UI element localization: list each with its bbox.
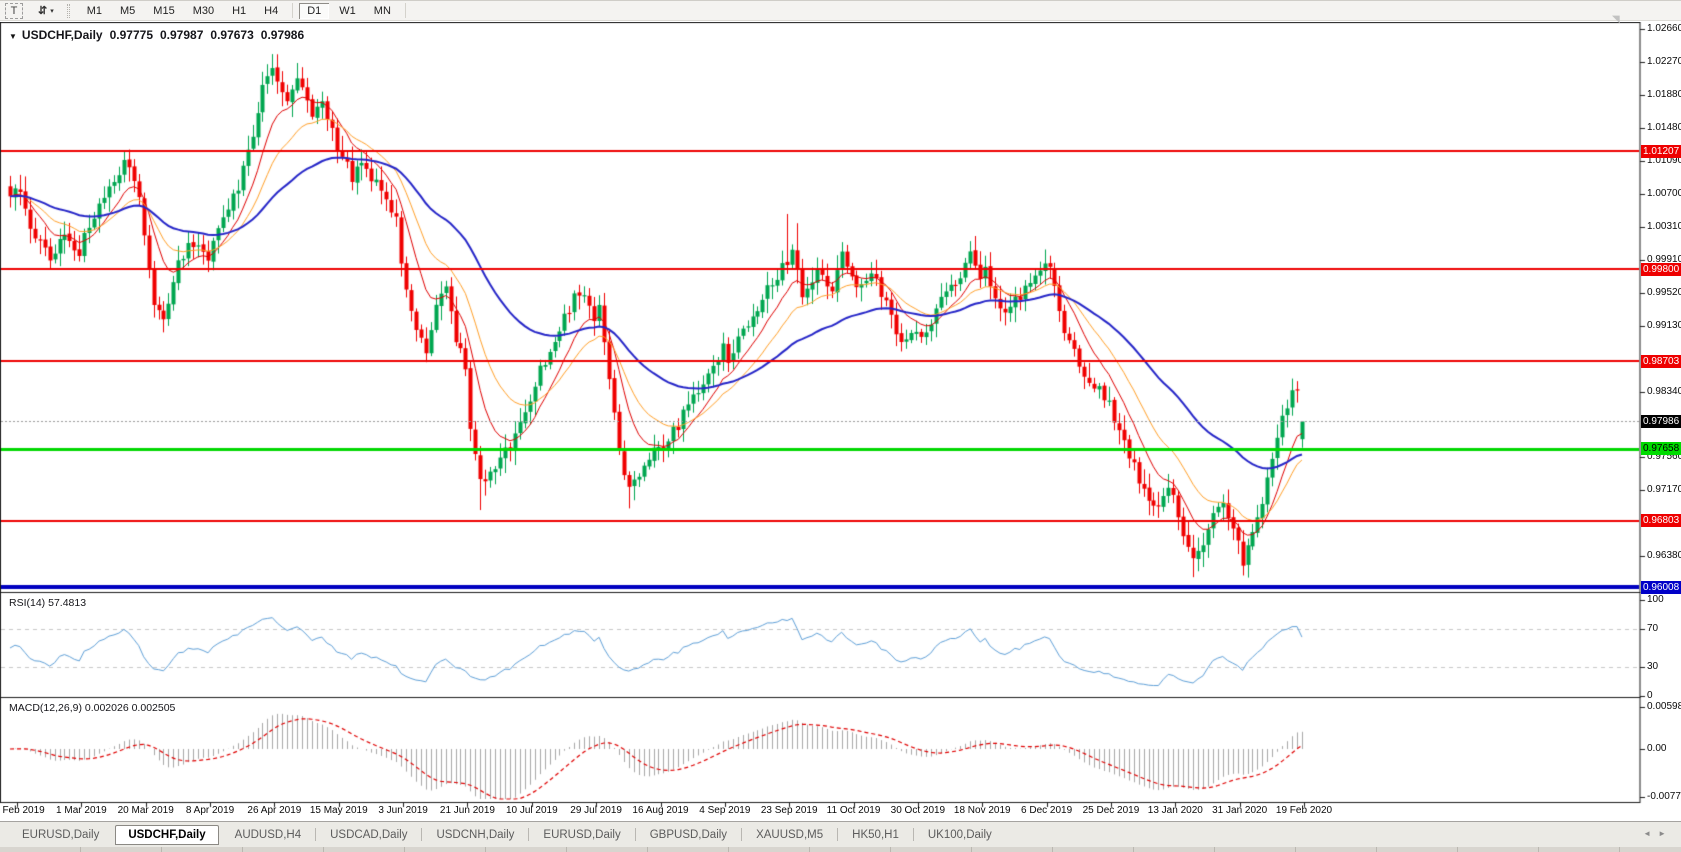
tab-scroll-right-icon[interactable]: ► — [1658, 829, 1673, 838]
ohlc-high: 0.97987 — [160, 28, 204, 42]
candlestick-chart[interactable] — [0, 22, 1681, 821]
price-badge-0.97986: 0.97986 — [1641, 414, 1681, 428]
toolbar-grip[interactable] — [66, 3, 70, 18]
date-tick-label: 26 Apr 2019 — [247, 805, 302, 816]
timeframe-button-h1[interactable]: H1 — [232, 4, 247, 17]
macd-name: MACD(12,26,9) — [9, 702, 82, 714]
chart-tab-usdcad-daily[interactable]: USDCAD,Daily — [330, 829, 408, 841]
timeframe-button-w1[interactable]: W1 — [339, 4, 356, 17]
price-tick-label: 1.02660 — [1647, 23, 1681, 35]
price-badge-0.98703: 0.98703 — [1641, 354, 1681, 368]
chart-title: ▼ USDCHF,Daily 0.97775 0.97987 0.97673 0.9798… — [9, 28, 304, 42]
date-tick-label: 21 Jun 2019 — [439, 805, 495, 816]
price-tick-label: 0.99910 — [1647, 254, 1681, 266]
price-tick-label: 0.97560 — [1647, 451, 1681, 463]
date-tick-label: 20 Mar 2019 — [117, 805, 174, 816]
macd-tick-label: 0.00 — [1647, 743, 1667, 754]
rsi-tick-label: 70 — [1647, 622, 1659, 634]
price-badge-1.01207: 1.01207 — [1641, 144, 1681, 158]
date-tick-label: 11 Oct 2019 — [826, 805, 881, 816]
scroll-to-end-marker[interactable]: ◥ — [1612, 14, 1620, 25]
timeframe-button-d1[interactable]: D1 — [299, 2, 330, 19]
date-tick-label: 23 Sep 2019 — [760, 805, 818, 816]
date-tick-label: 18 Nov 2019 — [953, 805, 1011, 816]
price-badge-0.97658: 0.97658 — [1641, 442, 1681, 456]
timeframe-button-h4[interactable]: H4 — [264, 4, 279, 17]
rsi-indicator-label: RSI(14) 57.4813 — [9, 597, 86, 609]
rsi-tick-label: 100 — [1647, 594, 1664, 605]
ohlc-low: 0.97673 — [210, 28, 254, 42]
date-tick-label: 4 Sep 2019 — [699, 805, 751, 816]
rsi-value: 57.4813 — [48, 597, 87, 609]
macd-tick-label: -0.007731 — [1647, 791, 1681, 802]
chart-tab-usdchf-daily[interactable]: USDCHF,Daily — [115, 824, 219, 845]
date-tick-label: 1 Mar 2019 — [56, 805, 107, 816]
price-tick-label: 1.01090 — [1647, 155, 1681, 167]
rsi-name: RSI(14) — [9, 597, 46, 609]
chart-tab-eurusd-daily[interactable]: EURUSD,Daily — [22, 829, 100, 841]
price-tick-label: 0.99130 — [1647, 319, 1681, 331]
ohlc-close: 0.97986 — [260, 28, 305, 42]
chart-tab-xauusd-m5[interactable]: XAUUSD,M5 — [756, 829, 824, 841]
price-tick-label: 0.96380 — [1647, 550, 1681, 562]
price-tick-label: 1.00700 — [1647, 187, 1681, 199]
date-tick-label: 29 Jul 2019 — [570, 805, 622, 816]
chart-tab-gbpusd-daily[interactable]: GBPUSD,Daily — [649, 829, 728, 841]
symbol-label: USDCHF,Daily — [21, 28, 103, 42]
macd-signal-value: 0.002505 — [131, 702, 176, 714]
macd-indicator-label: MACD(12,26,9) 0.002026 0.002505 — [9, 702, 175, 714]
date-tick-label: 25 Dec 2019 — [1082, 805, 1140, 816]
main-toolbar: T ⇵ ▾ M1 M5 M15 M30 H1 H4 D1 W1 MN — [0, 1, 1681, 21]
macd-main-value: 0.002026 — [84, 702, 129, 714]
date-tick-label: 16 Aug 2019 — [632, 805, 689, 816]
date-tick-label: 10 Jul 2019 — [505, 805, 558, 816]
text-tool-button[interactable]: T — [5, 2, 23, 19]
chart-tab-usdcnh-daily[interactable]: USDCNH,Daily — [436, 829, 515, 841]
price-tick-label: 1.01880 — [1647, 88, 1681, 100]
price-tick-label: 1.00310 — [1647, 220, 1681, 232]
rsi-tick-label: 30 — [1647, 661, 1659, 673]
chart-tab-eurusd-daily[interactable]: EURUSD,Daily — [543, 829, 621, 841]
tab-scroll-left-icon[interactable]: ◄ — [1643, 829, 1659, 838]
timeframe-button-m5[interactable]: M5 — [120, 4, 136, 17]
date-tick-label: 8 Apr 2019 — [185, 805, 235, 816]
chart-tab-uk100-daily[interactable]: UK100,Daily — [927, 829, 992, 841]
timeframe-button-m1[interactable]: M1 — [86, 4, 103, 17]
rsi-tick-label: 0 — [1647, 690, 1653, 701]
timeframe-button-group: M1 M5 M15 M30 H1 H4 D1 W1 MN — [78, 2, 411, 19]
date-tick-label: 19 Feb 2020 — [1275, 805, 1333, 816]
date-tick-label: 30 Oct 2019 — [890, 805, 946, 816]
price-badge-0.99800: 0.99800 — [1641, 262, 1681, 276]
date-tick-label: 31 Jan 2020 — [1212, 805, 1268, 816]
price-tick-label: 0.99520 — [1647, 286, 1681, 298]
date-tick-label: 15 May 2019 — [309, 805, 368, 816]
chart-tab-hk50-h1[interactable]: HK50,H1 — [852, 829, 899, 841]
date-tick-label: 3 Jun 2019 — [378, 805, 428, 816]
date-tick-label: 13 Jan 2020 — [1147, 805, 1203, 816]
chart-tabs: EURUSD,Daily USDCHF,Daily AUDUSD,H4 USDCAD,… — [8, 824, 1006, 845]
price-tick-label: 0.98340 — [1647, 385, 1681, 397]
status-strip — [0, 847, 1681, 852]
timeframe-button-m15[interactable]: M15 — [153, 4, 175, 17]
symbol-dropdown-icon[interactable]: ▼ — [9, 32, 17, 41]
price-tick-label: 1.02270 — [1647, 56, 1681, 68]
date-tick-label: 11 Feb 2019 — [0, 805, 45, 816]
sort-arrows-icon: ⇵ — [38, 5, 48, 17]
chart-tabs-bar: EURUSD,Daily USDCHF,Daily AUDUSD,H4 USDCAD,… — [0, 821, 1681, 847]
ohlc-open: 0.97775 — [109, 28, 153, 42]
timeframe-button-mn[interactable]: MN — [373, 4, 391, 17]
price-tick-label: 1.01480 — [1647, 122, 1681, 134]
price-tick-label: 0.97170 — [1647, 483, 1681, 495]
arrange-charts-button[interactable]: ⇵ ▾ — [35, 3, 57, 19]
macd-tick-label: 0.005986 — [1647, 701, 1681, 712]
chart-window: ▼ USDCHF,Daily 0.97775 0.97987 0.97673 0.9798… — [0, 14, 1681, 821]
dropdown-caret-icon: ▾ — [50, 7, 54, 15]
timeframe-button-m30[interactable]: M30 — [192, 4, 215, 17]
price-badge-0.96008: 0.96008 — [1641, 580, 1681, 594]
price-badge-0.96803: 0.96803 — [1641, 514, 1681, 528]
date-tick-label: 6 Dec 2019 — [1021, 805, 1073, 816]
chart-tab-audusd-h4[interactable]: AUDUSD,H4 — [234, 829, 302, 841]
